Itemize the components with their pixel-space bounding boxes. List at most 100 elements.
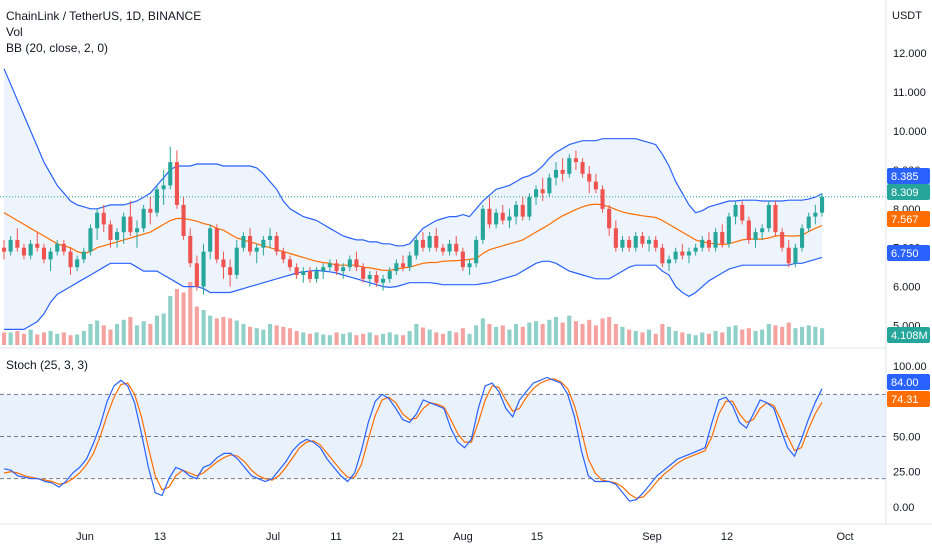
price-tag: 8.309 — [891, 187, 919, 199]
volume-bar — [587, 319, 592, 345]
volume-bar — [401, 335, 406, 345]
volume-bar — [467, 333, 472, 345]
candle-body — [420, 239, 425, 248]
volume-bar — [55, 333, 60, 345]
volume-bar — [128, 317, 133, 345]
volume-bar — [766, 324, 771, 345]
candle-body — [653, 239, 658, 248]
volume-bar — [427, 329, 432, 345]
bollinger-band-fill — [4, 68, 822, 330]
bollinger-upper-line — [3, 68, 823, 247]
candle-body — [753, 232, 758, 240]
volume-bar — [248, 326, 253, 345]
candle-body — [780, 232, 785, 248]
volume-bar — [334, 332, 339, 345]
candle-body — [487, 208, 492, 225]
candle-body — [667, 259, 672, 264]
stoch-tick-label: 25.00 — [893, 467, 921, 479]
symbol-title[interactable]: ChainLink / TetherUS, 1D, BINANCE — [6, 9, 202, 23]
price-tag: 8.385 — [891, 171, 919, 183]
volume-bar — [221, 317, 226, 345]
volume-bar — [35, 334, 40, 345]
price-tick-label: 12.000 — [893, 48, 927, 60]
stochastic-indicator-label[interactable]: Stoch (25, 3, 3) — [6, 358, 89, 372]
volume-bar — [686, 333, 691, 345]
volume-bar — [214, 318, 219, 345]
candle-body — [820, 196, 825, 213]
stoch-tag-bg — [887, 374, 930, 390]
volume-tag-bg — [887, 327, 930, 343]
candle-body — [8, 239, 13, 252]
candle-body — [361, 267, 366, 279]
stoch-tick-label: 100.00 — [893, 361, 927, 373]
price-tag: 7.567 — [891, 214, 919, 226]
candle-body — [633, 236, 638, 248]
volume-bar — [314, 332, 319, 345]
candle-body — [281, 251, 286, 260]
candle-body — [287, 259, 292, 268]
volume-bar — [573, 321, 578, 345]
volume-bar — [287, 328, 292, 345]
price-tag: 6.750 — [891, 248, 919, 260]
candle-body — [547, 177, 552, 194]
candle-body — [593, 181, 598, 190]
candle-body — [746, 220, 751, 240]
volume-indicator-label[interactable]: Vol — [6, 25, 23, 39]
candle-body — [374, 275, 379, 283]
volume-bar — [8, 332, 13, 345]
stoch-k-line — [3, 376, 823, 502]
candle-body — [254, 247, 259, 252]
candle-body — [55, 243, 60, 252]
candle-body — [467, 263, 472, 268]
candle-body — [620, 239, 625, 248]
candle-body — [387, 271, 392, 279]
bollinger-indicator-label[interactable]: BB (20, close, 2, 0) — [6, 41, 109, 55]
candle-body — [234, 247, 239, 275]
candle-body — [553, 169, 558, 178]
candle-body — [660, 247, 665, 264]
volume-bar — [394, 334, 399, 345]
volume-bar — [341, 333, 346, 345]
volume-bar — [713, 331, 718, 345]
volume-bar — [547, 319, 552, 345]
time-tick-label: Jul — [266, 531, 280, 543]
candle-body — [793, 247, 798, 264]
volume-bar — [640, 332, 645, 345]
volume-bar — [301, 332, 306, 345]
price-pane — [0, 68, 886, 349]
volume-bar — [121, 319, 126, 345]
candle-body — [613, 228, 618, 248]
volume-bar — [261, 329, 266, 345]
candle-body — [507, 216, 512, 221]
candle-body — [347, 259, 352, 268]
bollinger-basis-line — [3, 203, 823, 271]
candle-body — [673, 251, 678, 260]
volume-bar — [627, 329, 632, 345]
stoch-tick-label: 0.00 — [893, 502, 914, 514]
candle-body — [121, 216, 126, 233]
volume-bar — [786, 322, 791, 345]
candle-body — [141, 208, 146, 229]
volume-bar — [760, 329, 765, 345]
candle-body — [693, 247, 698, 252]
volume-bar — [268, 324, 273, 345]
candle-body — [627, 239, 632, 248]
stoch-tick-label: 50.00 — [893, 432, 921, 444]
volume-bar — [500, 325, 505, 345]
candle-body — [95, 212, 100, 229]
candle-body — [334, 263, 339, 272]
candle-body — [580, 162, 585, 174]
volume-bar — [440, 333, 445, 345]
volume-bar — [28, 329, 33, 345]
time-tick-label: 13 — [154, 531, 166, 543]
candle-body — [534, 189, 539, 198]
volume-bar — [800, 326, 805, 345]
volume-bar — [527, 322, 532, 345]
volume-bar — [234, 320, 239, 345]
volume-bar — [647, 329, 652, 345]
candle-body — [706, 239, 711, 248]
candle-body — [35, 243, 40, 248]
stoch-tag-bg — [887, 391, 930, 407]
candle-body — [367, 275, 372, 279]
volume-bar — [560, 322, 565, 345]
